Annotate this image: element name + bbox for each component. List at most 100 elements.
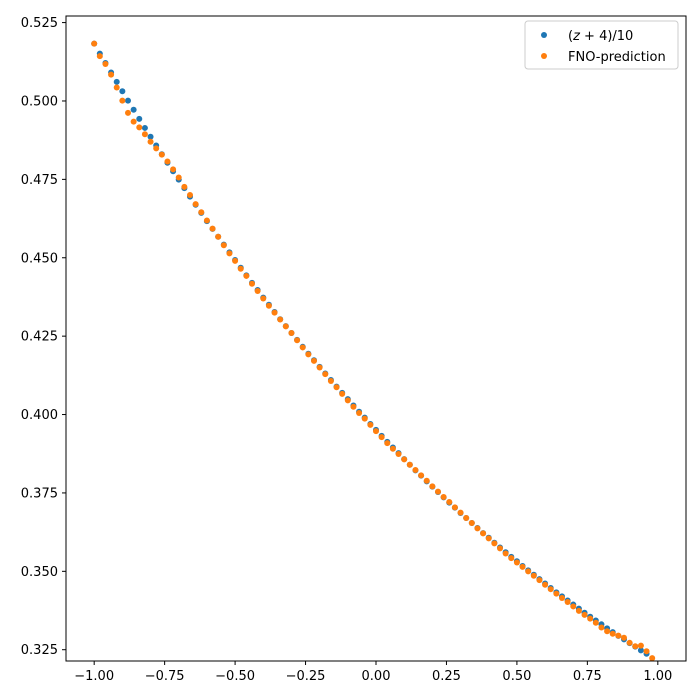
data-point-series-2 [198,209,205,216]
data-point-series-2 [581,611,588,618]
y-tick-label: 0.375 [21,486,58,501]
data-point-series-2 [423,477,430,484]
data-point-series-2 [226,250,233,257]
data-point-series-2 [153,145,160,152]
data-point-series-2 [378,434,385,441]
data-point-series-2 [395,451,402,458]
y-tick-label: 0.500 [21,94,58,109]
data-point-series-2 [497,545,503,552]
data-point-series-2 [333,384,340,391]
x-tick-label: 0.75 [573,669,602,684]
data-point-series-2 [361,415,368,422]
data-point-series-2 [649,655,656,662]
data-point-series-2 [604,628,611,635]
data-point-series-2 [254,288,261,294]
data-point-series-2 [502,550,509,557]
data-point-series-2 [141,131,148,138]
data-point-series-2 [559,594,565,601]
data-point-series-2 [513,559,520,566]
data-point-series-2 [327,377,334,384]
data-point-series-2 [570,603,577,610]
data-point-series-2 [311,357,317,364]
data-point-series-1 [125,97,131,104]
data-point-series-2 [232,257,239,264]
data-point-series-2 [243,272,250,279]
legend-label-series-2: FNO-prediction [568,50,666,65]
legend-marker-series-2 [541,53,547,59]
data-point-series-2 [215,233,222,240]
data-point-series-2 [102,60,109,67]
data-point-series-2 [615,632,622,639]
data-point-series-2 [187,192,193,199]
data-point-series-2 [451,504,458,511]
data-point-series-1 [130,106,137,113]
data-point-series-2 [265,302,272,309]
data-point-series-2 [406,461,413,468]
data-point-series-2 [446,499,453,506]
data-point-series-2 [339,390,346,397]
data-point-series-2 [530,572,537,579]
y-axis: 0.325 0.350 0.375 0.400 0.425 0.450 0.475 0.500… [21,16,66,658]
data-point-series-1 [113,78,120,85]
data-point-series-2 [91,40,98,47]
data-point-series-2 [575,607,582,614]
data-point-series-2 [384,440,391,447]
data-point-series-1 [147,133,154,140]
data-point-series-2 [136,124,143,131]
data-point-series-2 [474,525,481,532]
data-point-series-2 [485,535,492,542]
data-point-series-2 [480,530,487,537]
data-point-series-2 [356,409,363,416]
legend: (z + 4)/10 FNO-prediction [524,20,679,70]
data-point-series-2 [237,265,244,272]
data-point-series-1 [141,124,148,131]
data-point-series-2 [316,364,323,371]
x-tick-label: −0.25 [286,669,326,684]
data-point-series-2 [170,166,177,173]
data-point-series-2 [637,642,644,649]
series-2 [91,40,656,662]
data-point-series-2 [294,337,301,344]
data-point-series-2 [401,456,408,463]
data-point-series-2 [457,509,464,516]
data-point-series-2 [587,615,594,622]
y-tick-label: 0.450 [21,251,58,266]
data-point-series-2 [322,371,329,378]
data-point-series-2 [609,630,616,637]
y-tick-label: 0.325 [21,643,58,658]
data-point-series-2 [192,201,199,208]
legend-label-series-1: (z + 4)/10 [568,29,633,44]
data-point-series-2 [271,309,278,316]
data-point-series-2 [350,403,357,410]
data-point-series-2 [249,280,255,287]
data-point-series-2 [209,225,216,232]
x-tick-label: 1.00 [643,669,672,684]
data-point-series-2 [468,520,475,527]
data-point-series-2 [175,174,182,181]
data-point-series-2 [598,624,605,631]
data-point-series-2 [508,555,515,562]
x-tick-label: 0.50 [502,669,531,684]
x-axis: −1.00 −0.75 −0.50 −0.25 0.00 0.25 0.50 0.75 1.00 [74,661,672,684]
data-point-series-2 [632,643,639,650]
data-point-series-2 [299,344,306,351]
data-point-series-1 [119,88,126,95]
x-tick-label: 0.25 [432,669,461,684]
x-tick-label: −1.00 [74,669,114,684]
data-point-series-2 [305,351,312,358]
legend-marker-series-1 [541,32,547,38]
data-point-series-2 [158,151,165,158]
data-point-series-2 [203,217,210,224]
data-point-series-2 [373,428,379,435]
y-tick-label: 0.425 [21,330,58,345]
data-point-series-2 [542,581,549,588]
y-tick-label: 0.475 [21,173,58,188]
data-point-series-2 [440,494,447,501]
x-tick-label: −0.75 [145,669,185,684]
data-point-series-2 [130,118,137,125]
data-point-series-2 [463,515,470,522]
y-tick-label: 0.400 [21,408,58,423]
data-point-series-2 [418,472,425,479]
